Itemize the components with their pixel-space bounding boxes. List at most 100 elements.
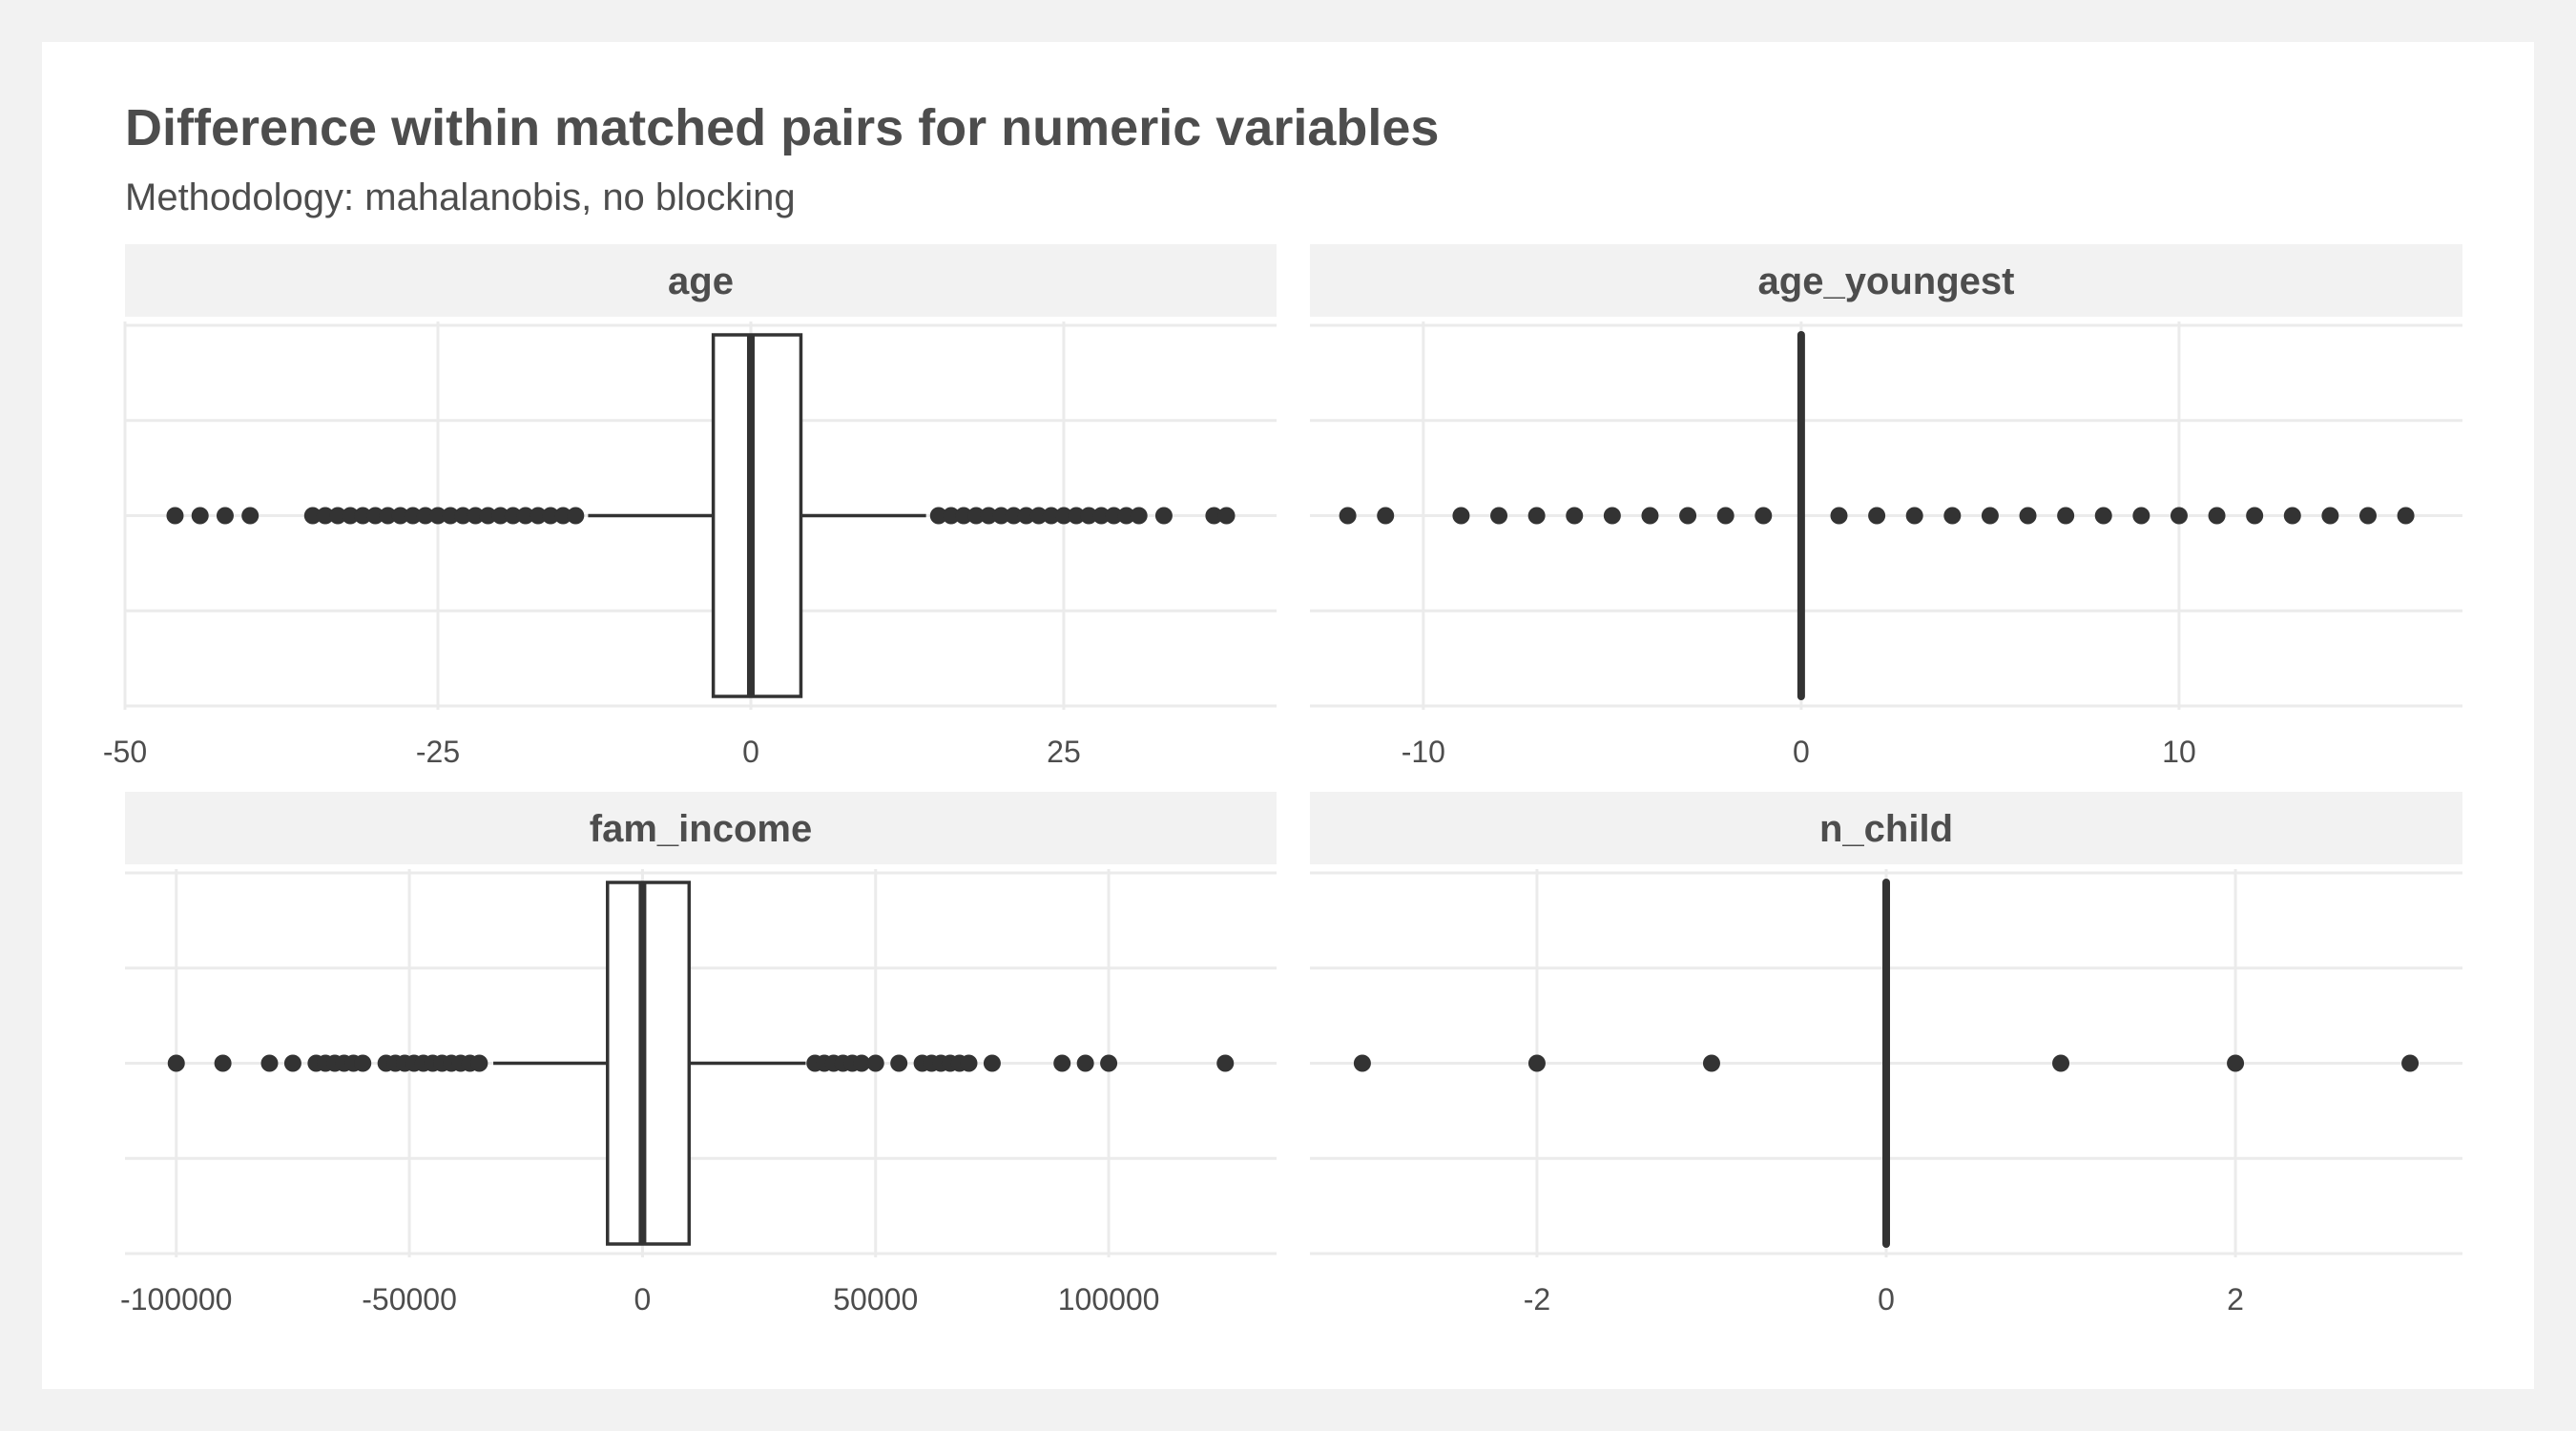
- x-tick-label: 0: [1878, 1282, 1895, 1317]
- outlier-point: [214, 1054, 232, 1072]
- outlier-point: [853, 1054, 871, 1072]
- outlier-point: [191, 507, 209, 525]
- outlier-point: [1117, 507, 1135, 525]
- outlier-point: [491, 507, 509, 525]
- outlier-point: [1216, 1054, 1235, 1072]
- outlier-point: [1868, 507, 1886, 525]
- chart-title: Difference within matched pairs for nume…: [125, 99, 1440, 156]
- outlier-point: [479, 507, 497, 525]
- outlier-point: [504, 507, 522, 525]
- outlier-point: [929, 507, 947, 525]
- outlier-point: [2094, 507, 2112, 525]
- outlier-point: [391, 507, 409, 525]
- iqr-box: [711, 333, 803, 698]
- outlier-point: [283, 1054, 301, 1072]
- x-tick-label: -100000: [120, 1282, 232, 1317]
- facet-panel-age: age -50 -25 0 25: [103, 244, 1277, 769]
- x-tick-label: -25: [416, 735, 460, 769]
- outlier-point: [516, 507, 534, 525]
- outlier-point: [470, 1054, 488, 1072]
- x-tick-label: -50: [103, 735, 147, 769]
- outlier-point: [567, 507, 585, 525]
- outlier-point: [1377, 507, 1395, 525]
- outlier-point: [2208, 507, 2226, 525]
- outlier-point: [2227, 1054, 2245, 1072]
- outlier-point: [167, 1054, 185, 1072]
- facet-strip-label: fam_income: [590, 808, 812, 850]
- outlier-point: [960, 1054, 978, 1072]
- outlier-point: [1490, 507, 1508, 525]
- facet-strip: [1310, 244, 2462, 317]
- outlier-point: [554, 507, 572, 525]
- outlier-point: [2019, 507, 2037, 525]
- outlier-point: [1105, 507, 1123, 525]
- outlier-point: [1943, 507, 1962, 525]
- x-tick-label: 0: [742, 735, 759, 769]
- outlier-point: [1076, 1054, 1094, 1072]
- outlier-point: [216, 507, 234, 525]
- x-tick-label: 100000: [1058, 1282, 1160, 1317]
- outlier-point: [1053, 1054, 1071, 1072]
- outlier-point: [342, 507, 360, 525]
- outlier-point: [1566, 507, 1584, 525]
- outlier-point: [1339, 507, 1357, 525]
- outlier-point: [1100, 1054, 1118, 1072]
- outlier-point: [529, 507, 547, 525]
- x-tick-label: -2: [1524, 1282, 1550, 1317]
- outlier-point: [1755, 507, 1773, 525]
- outlier-point: [1042, 507, 1060, 525]
- outlier-point: [1217, 507, 1236, 525]
- outlier-point: [1679, 507, 1697, 525]
- outlier-point: [2170, 507, 2188, 525]
- outlier-point: [1092, 507, 1111, 525]
- outlier-point: [1830, 507, 1848, 525]
- outlier-point: [890, 1054, 908, 1072]
- outlier-point: [1452, 507, 1470, 525]
- outlier-point: [467, 507, 485, 525]
- outlier-point: [428, 507, 447, 525]
- outlier-point: [992, 507, 1010, 525]
- outlier-point: [442, 507, 460, 525]
- outlier-point: [354, 507, 372, 525]
- outlier-point: [866, 1054, 884, 1072]
- x-tick-label: 0: [1793, 735, 1810, 769]
- outlier-point: [1527, 1054, 1546, 1072]
- outlier-point: [1353, 1054, 1371, 1072]
- outlier-point: [1080, 507, 1098, 525]
- facet-strip-label: age: [668, 260, 734, 302]
- outlier-point: [2321, 507, 2339, 525]
- outlier-point: [416, 507, 434, 525]
- outlier-point: [2397, 507, 2415, 525]
- x-tick-label: -50000: [362, 1282, 457, 1317]
- outlier-point: [329, 507, 347, 525]
- outlier-point: [1716, 507, 1735, 525]
- facet-strip-label: n_child: [1819, 808, 1953, 850]
- facet-strip: [125, 244, 1277, 317]
- outlier-point: [354, 1054, 372, 1072]
- outlier-point: [1054, 507, 1072, 525]
- facet-strip: [1310, 792, 2462, 864]
- outlier-point: [1603, 507, 1621, 525]
- x-tick-label: 25: [1047, 735, 1081, 769]
- x-tick-label: 2: [2227, 1282, 2244, 1317]
- outlier-point: [1130, 507, 1148, 525]
- facet-panel-age-youngest: age_youngest -10 0 10: [1310, 244, 2462, 769]
- facet-strip: [125, 792, 1277, 864]
- facet-panel-fam-income: fam_income -100000 -50000 0 50000 100000: [120, 792, 1277, 1317]
- outlier-point: [2283, 507, 2301, 525]
- outlier-point: [2401, 1054, 2420, 1072]
- outlier-point: [2057, 507, 2075, 525]
- outlier-point: [942, 507, 960, 525]
- outlier-point: [1905, 507, 1923, 525]
- outlier-point: [983, 1054, 1001, 1072]
- x-tick-label: 10: [2162, 735, 2196, 769]
- iqr-box: [606, 881, 692, 1246]
- outlier-point: [1205, 507, 1223, 525]
- outlier-point: [1981, 507, 1999, 525]
- outlier-point: [955, 507, 973, 525]
- outlier-point: [1017, 507, 1035, 525]
- outlier-point: [1641, 507, 1659, 525]
- outlier-point: [542, 507, 560, 525]
- outlier-point: [2052, 1054, 2070, 1072]
